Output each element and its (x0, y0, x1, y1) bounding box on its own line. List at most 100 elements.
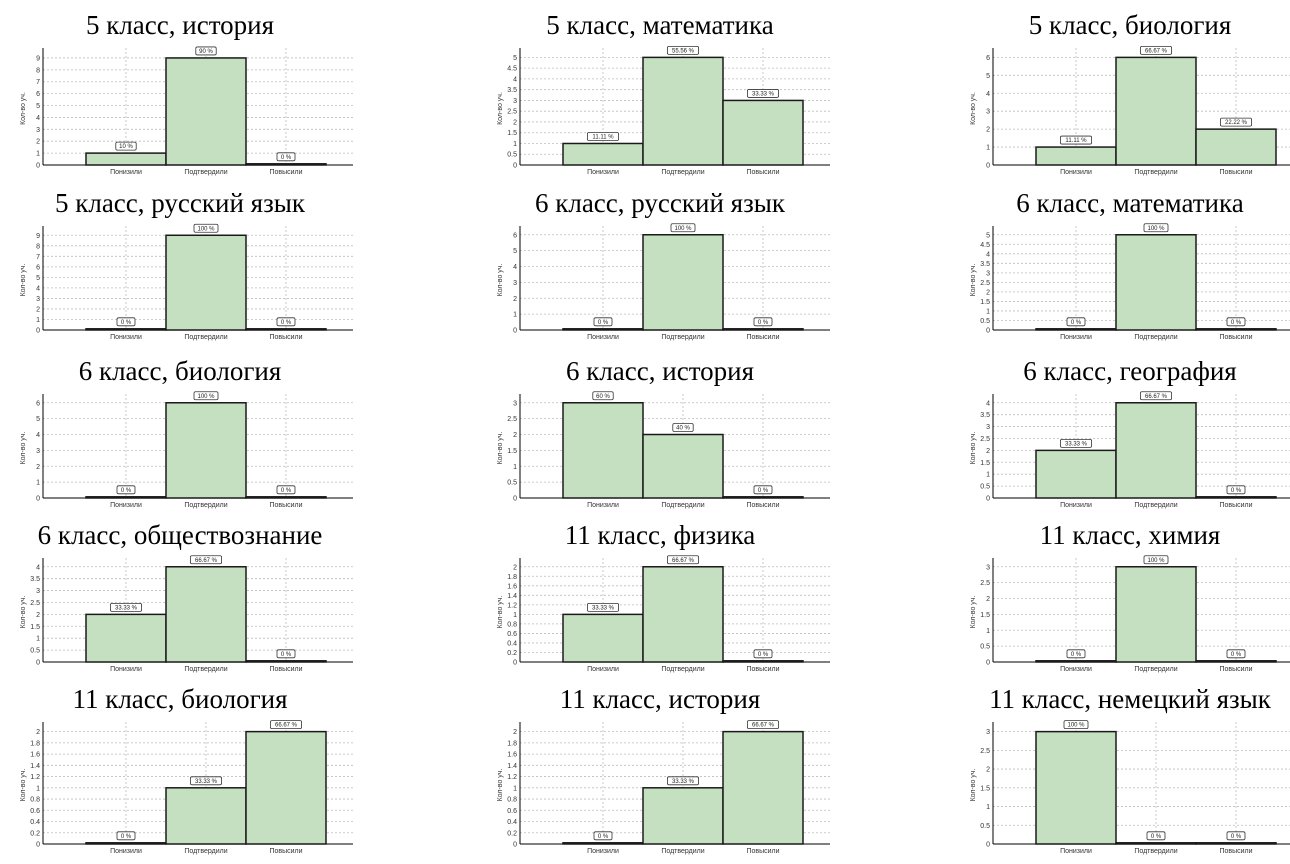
y-tick-label: 3 (36, 127, 40, 134)
bar (165, 402, 247, 499)
x-tick-label: Понизили (1060, 502, 1092, 509)
y-tick-label: 3 (513, 98, 517, 105)
x-tick-label: Подтвердили (661, 334, 704, 341)
y-tick-label: 1 (36, 636, 40, 643)
chart-title: 5 класс, история (85, 10, 275, 40)
chart-panel: 11 класс, физика 0 0.2 0.4 0.6 0.8 1 1.2 1.4 1.6 1… (0, 512, 1290, 682)
y-tick-label: 1.6 (507, 583, 517, 590)
y-tick-label: 2.5 (30, 600, 40, 607)
data-label: 66.67 % (672, 558, 695, 564)
y-axis-label: Кол-во уч. (20, 769, 27, 802)
data-label: 33.33 % (115, 605, 138, 611)
data-label: 0 % (281, 155, 292, 161)
bar (1195, 328, 1277, 331)
y-tick-label: 4 (36, 432, 40, 439)
y-tick-label: 3.5 (980, 412, 990, 419)
chart-title: 11 класс, биология (72, 684, 288, 714)
y-tick-label: 6 (986, 55, 990, 62)
y-tick-label: 3 (36, 296, 40, 303)
bar (722, 99, 804, 166)
y-tick-label: 2 (513, 296, 517, 303)
x-tick-label: Понизили (110, 334, 142, 341)
y-axis-label: Кол-во уч. (497, 769, 504, 802)
y-tick-label: 1.5 (507, 130, 517, 137)
y-tick-label: 7 (36, 254, 40, 261)
data-label-box (672, 423, 694, 432)
y-tick-label: 1 (36, 480, 40, 487)
y-tick-label: 0.5 (980, 644, 990, 651)
x-tick-label: Подтвердили (1134, 848, 1177, 855)
y-tick-label: 9 (36, 233, 40, 240)
y-tick-label: 2 (36, 139, 40, 146)
bar-chart: 0 1 2 3 4 5 6 7 8 9 Кол-во уч. 10 % Понизили 90 % Подт… (20, 46, 353, 176)
y-tick-label: 2 (36, 306, 40, 313)
chart-title: 11 класс, химия (1039, 520, 1221, 550)
data-label: 0 % (1231, 834, 1242, 840)
charts-grid: 5 класс, история 0 1 2 3 4 5 6 7 8 9 Кол-во уч. 10 %… (0, 10, 1290, 855)
y-tick-label: 0.4 (30, 819, 40, 826)
y-axis-label: Кол-во уч. (497, 264, 504, 297)
chart-title: 6 класс, математика (1016, 188, 1244, 218)
data-label: 66.67 % (275, 723, 298, 729)
bar-chart: 0 0.5 1 1.5 2 2.5 3 3.5 4 4.5 5 Кол-во уч. 11.11 % По… (497, 45, 830, 176)
y-tick-label: 1.5 (980, 612, 990, 619)
x-tick-label: Подтвердили (1134, 666, 1177, 673)
bar-chart: 0 1 2 3 4 5 6 7 8 9 Кол-во уч. 0 % Понизили 100 % Подт… (20, 223, 353, 341)
y-tick-label: 0 (513, 163, 517, 170)
chart-panel: 6 класс, обществознание 0 0.5 1 1.5 2 2.5 3 3.5 4… (0, 512, 1290, 682)
y-tick-label: 0 (513, 660, 517, 667)
y-tick-label: 1 (513, 141, 517, 148)
y-tick-label: 0.5 (980, 318, 990, 325)
data-label: 33.33 % (672, 779, 695, 785)
chart-panel: 6 класс, география 0 0.5 1 1.5 2 2.5 3 3.5 4 Кол-в… (0, 348, 1290, 518)
data-label: 0 % (281, 320, 292, 326)
y-tick-label: 3.5 (507, 87, 517, 94)
bar-chart: 0 0.2 0.4 0.6 0.8 1 1.2 1.4 1.6 1.8 2 Кол-во уч. 33.… (497, 555, 830, 673)
y-tick-label: 0 (36, 328, 40, 335)
bar (1195, 128, 1277, 166)
y-tick-label: 2.5 (507, 109, 517, 116)
x-tick-label: Понизили (1060, 169, 1092, 176)
y-tick-label: 1.4 (507, 763, 517, 770)
data-label: 0 % (121, 834, 132, 840)
y-tick-label: 1.6 (30, 752, 40, 759)
bar-chart: 0 0.5 1 1.5 2 2.5 3 3.5 4 Кол-во уч. 33.33 % Понизи… (20, 555, 353, 673)
y-tick-label: 3 (513, 280, 517, 287)
data-label: 0 % (121, 488, 132, 494)
data-label-box (1139, 391, 1172, 401)
y-tick-label: 0.8 (507, 797, 517, 804)
y-tick-label: 4 (986, 400, 990, 407)
y-axis-label: Кол-во уч. (497, 596, 504, 629)
x-tick-label: Подтвердили (661, 169, 704, 176)
data-label-box (587, 132, 620, 141)
data-label: 100 % (1147, 558, 1165, 564)
y-tick-label: 4.5 (980, 242, 990, 249)
bar-chart: 0 0.5 1 1.5 2 2.5 3 3.5 4 4.5 5 Кол-во уч. 0 % Понизи… (970, 223, 1290, 341)
x-tick-label: Повысили (1219, 666, 1252, 673)
data-label: 100 % (197, 394, 215, 400)
y-tick-label: 1.8 (507, 574, 517, 581)
chart-panel: 6 класс, математика 0 0.5 1 1.5 2 2.5 3 3.5 4 4.5 5… (0, 180, 1290, 350)
data-label-box (593, 831, 613, 841)
y-tick-label: 1 (36, 785, 40, 792)
data-label-box (666, 555, 699, 565)
y-axis-label: Кол-во уч. (497, 432, 504, 465)
y-tick-label: 0 (986, 660, 990, 667)
y-tick-label: 5 (986, 73, 990, 80)
bar (1115, 566, 1197, 663)
y-tick-label: 4 (513, 76, 517, 83)
y-tick-label: 1.5 (980, 299, 990, 306)
bar-chart: 0 1 2 3 4 5 6 Кол-во уч. 11.11 % Понизили 66.67 % П… (970, 45, 1290, 176)
data-label-box (593, 317, 613, 327)
y-tick-label: 1.2 (30, 774, 40, 781)
y-tick-label: 1.5 (507, 448, 517, 455)
y-tick-label: 6 (513, 232, 517, 239)
x-tick-label: Повысили (269, 666, 302, 673)
y-tick-label: 2 (986, 127, 990, 134)
data-label: 0 % (281, 488, 292, 494)
data-label-box (189, 555, 222, 565)
data-label: 0 % (1151, 834, 1162, 840)
data-label-box (269, 720, 302, 730)
data-label-box (1146, 831, 1166, 841)
chart-title: 6 класс, обществознание (37, 520, 323, 550)
